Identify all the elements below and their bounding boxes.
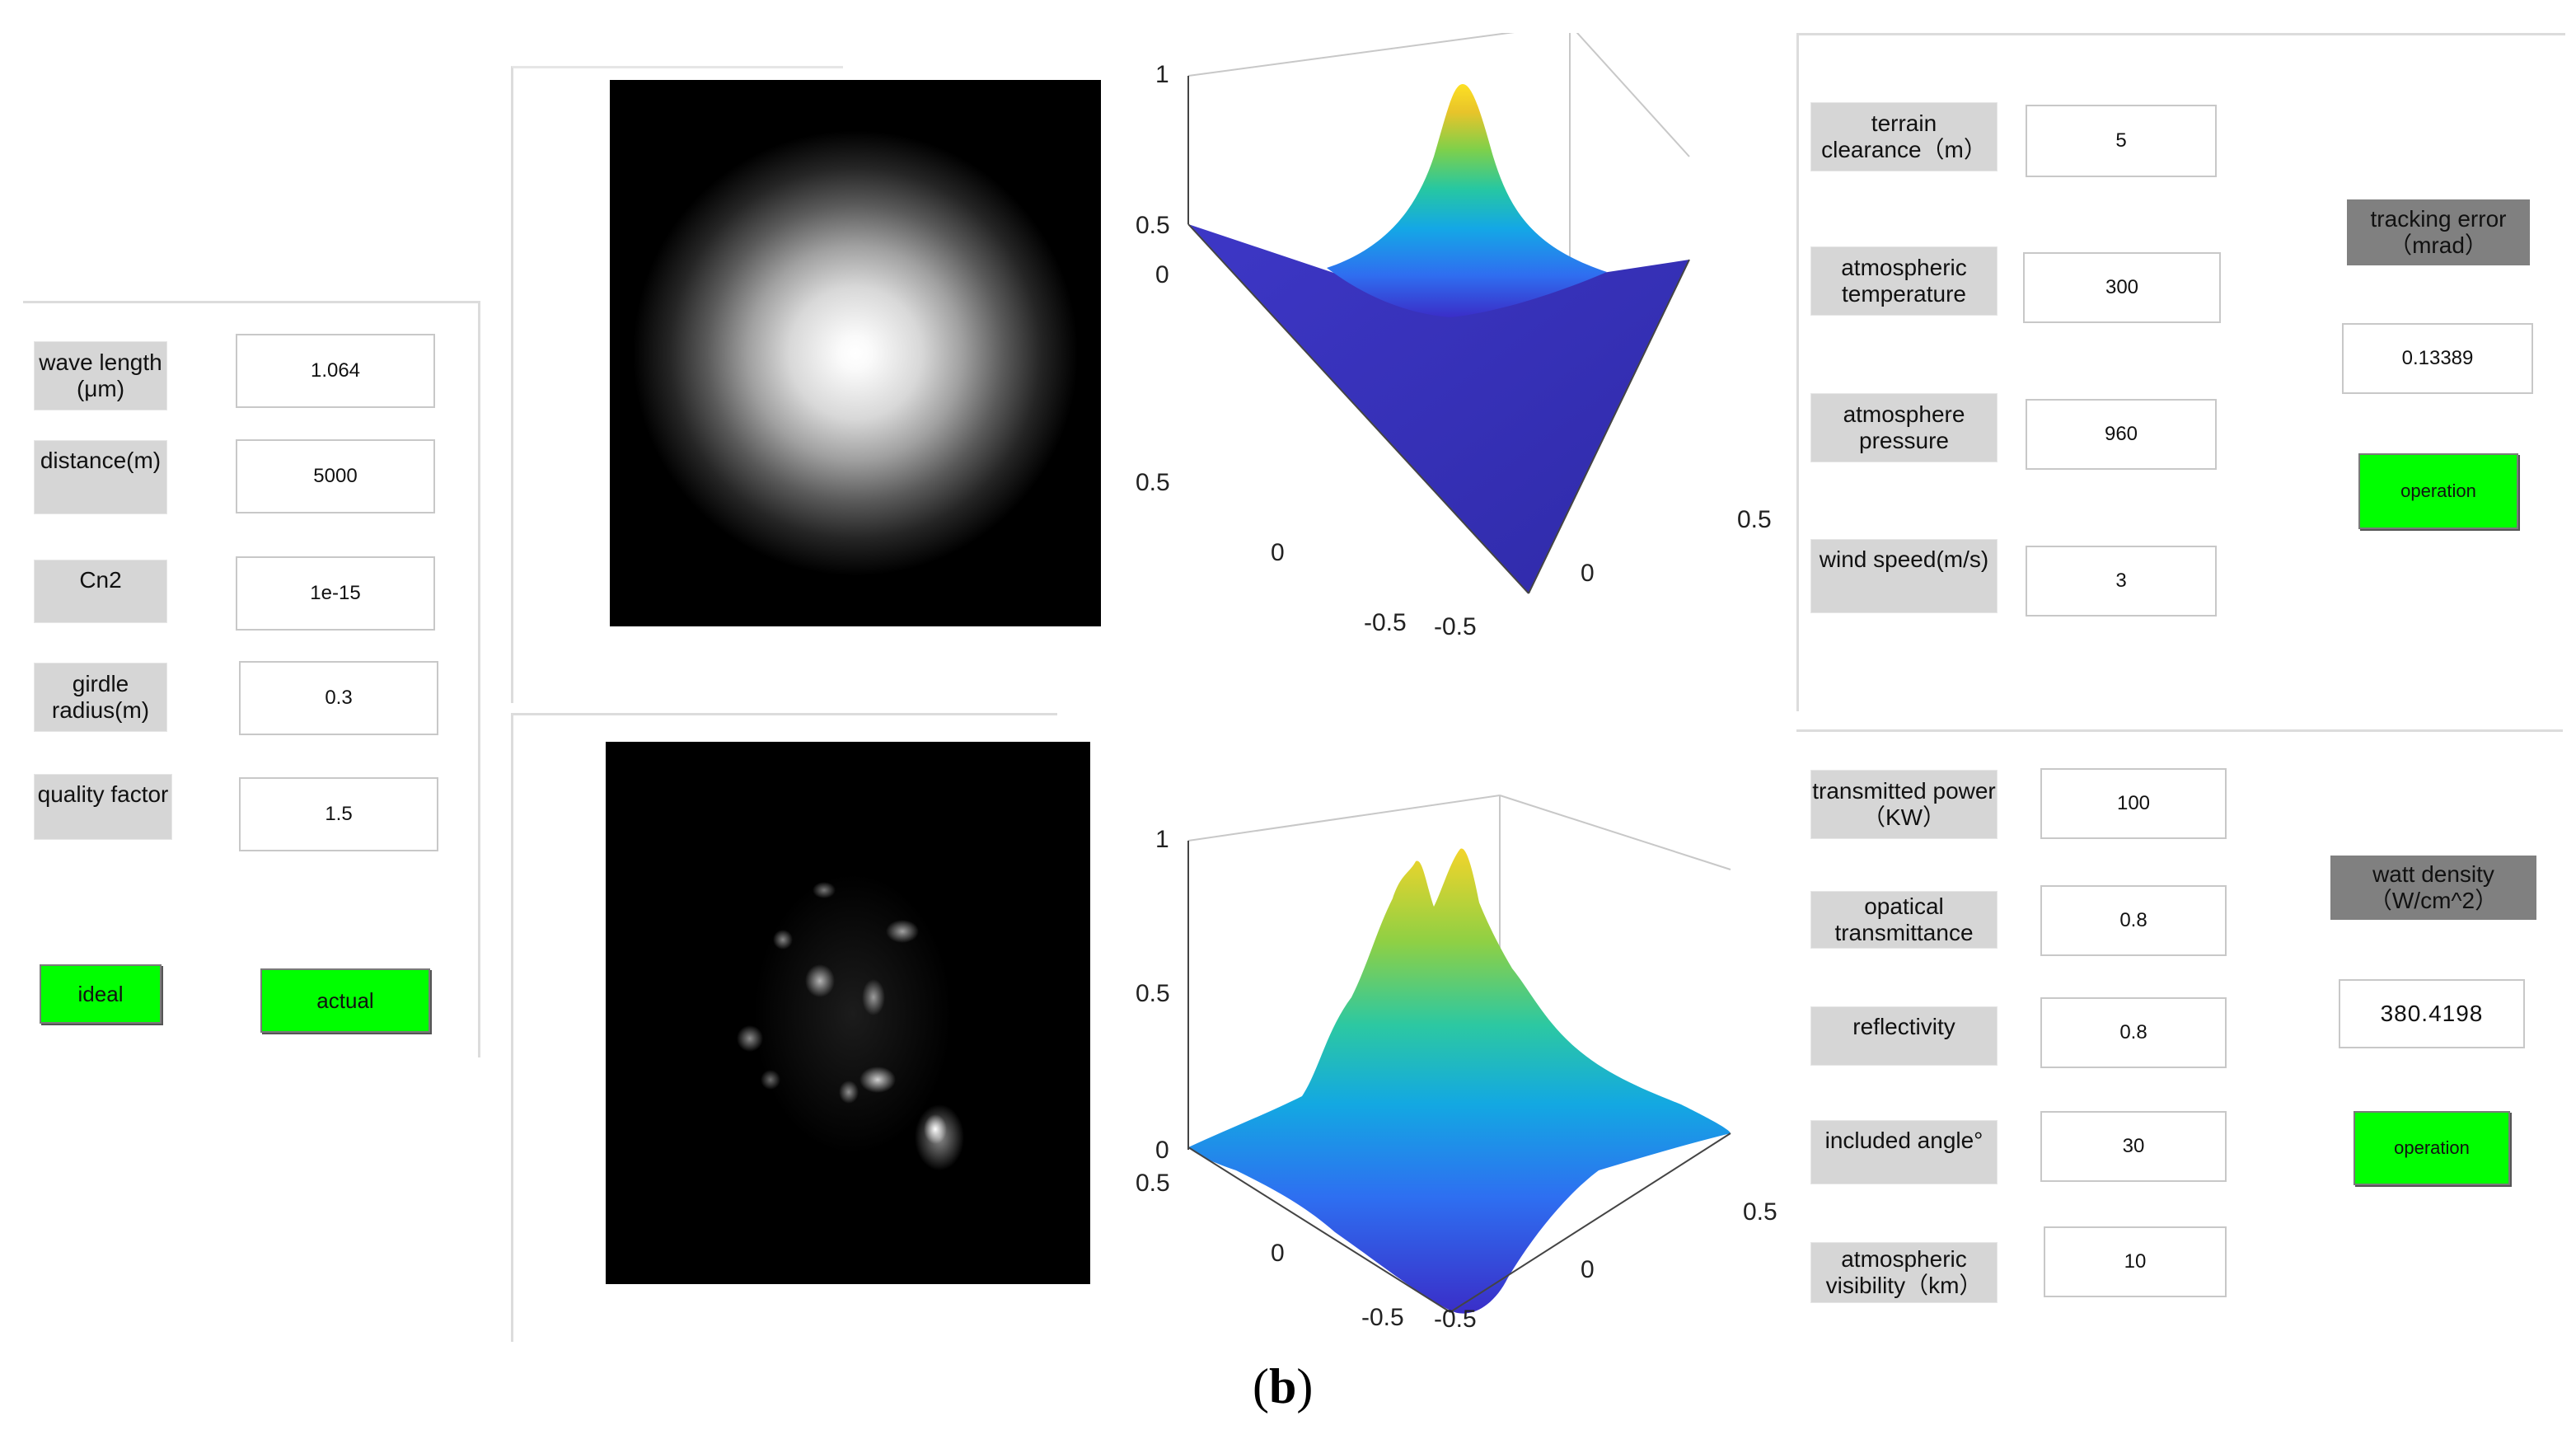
- quality-factor-label: quality factor: [35, 775, 171, 839]
- caption-close-paren: ): [1296, 1359, 1314, 1414]
- girdle-radius-input[interactable]: 0.3: [239, 661, 438, 735]
- x-tick-neg05: -0.5: [1361, 1304, 1404, 1331]
- optical-transmittance-label: opatical transmittance: [1811, 892, 1997, 948]
- wind-speed-input[interactable]: 3: [2026, 546, 2217, 617]
- optical-transmittance-input[interactable]: 0.8: [2040, 885, 2227, 956]
- caption-letter: b: [1268, 1359, 1297, 1414]
- quality-factor-input[interactable]: 1.5: [239, 777, 438, 851]
- y-tick-05: 0.5: [1737, 506, 1772, 533]
- y-tick-neg05: -0.5: [1434, 613, 1477, 640]
- ideal-intensity-3d-plot: 1 0.5 0 0.5 0 -0.5 -0.5 0 0.5: [1136, 33, 1772, 640]
- caption-open-paren: (: [1253, 1359, 1269, 1414]
- reflectivity-label: reflectivity: [1811, 1007, 1997, 1065]
- bottom-right-panel: [1796, 729, 2563, 1342]
- figure-caption: (b): [1253, 1358, 1313, 1415]
- x-tick-0: 0: [1271, 1240, 1285, 1267]
- y-tick-neg05: -0.5: [1434, 1306, 1477, 1333]
- wave-length-label: wave length (μm): [35, 342, 166, 410]
- reflectivity-input[interactable]: 0.8: [2040, 997, 2227, 1068]
- tracking-operation-button[interactable]: operation: [2358, 453, 2518, 529]
- atmospheric-visibility-label: atmospheric visibility（km）: [1811, 1243, 1997, 1302]
- turbulent-surface: [1188, 848, 1731, 1314]
- watt-density-label: watt density （W/cm^2）: [2330, 856, 2536, 920]
- actual-beam-image: [606, 742, 1090, 1284]
- atmospheric-temperature-label: atmospheric temperature: [1811, 247, 1997, 315]
- z-tick-05: 0.5: [1136, 980, 1170, 1007]
- wave-length-input[interactable]: 1.064: [236, 334, 435, 408]
- actual-intensity-3d-plot: 1 0.5 0 0.5 0 -0.5 -0.5 0 0.5: [1136, 795, 1777, 1333]
- cn2-label: Cn2: [35, 560, 166, 622]
- transmitted-power-label: transmitted power （KW）: [1811, 771, 1997, 838]
- included-angle-input[interactable]: 30: [2040, 1111, 2227, 1182]
- tracking-error-output: 0.13389: [2342, 323, 2533, 394]
- atmosphere-pressure-label: atmosphere pressure: [1811, 394, 1997, 462]
- top-right-panel: [1796, 33, 2565, 711]
- left-parameter-panel: [23, 301, 480, 1057]
- included-angle-label: included angle°: [1811, 1121, 1997, 1184]
- watt-operation-button[interactable]: operation: [2354, 1111, 2510, 1185]
- z-tick-1: 1: [1155, 826, 1169, 853]
- top-plot-panel: [511, 66, 843, 703]
- z-tick-1: 1: [1155, 61, 1169, 88]
- y-tick-0: 0: [1581, 560, 1595, 587]
- watt-density-output: 380.4198: [2339, 979, 2525, 1048]
- x-tick-05: 0.5: [1136, 469, 1170, 496]
- girdle-radius-label: girdle radius(m): [35, 663, 166, 731]
- atmospheric-visibility-input[interactable]: 10: [2044, 1226, 2227, 1297]
- z-tick-05: 0.5: [1136, 212, 1170, 239]
- x-tick-neg05: -0.5: [1364, 609, 1407, 636]
- wind-speed-label: wind speed(m/s): [1811, 540, 1997, 612]
- ideal-button[interactable]: ideal: [40, 964, 162, 1024]
- distance-label: distance(m): [35, 441, 166, 513]
- ideal-beam-image: [610, 80, 1101, 626]
- cn2-input[interactable]: 1e-15: [236, 556, 435, 631]
- x-tick-05: 0.5: [1136, 1170, 1170, 1197]
- terrain-clearance-input[interactable]: 5: [2026, 105, 2217, 177]
- atmospheric-temperature-input[interactable]: 300: [2023, 252, 2221, 323]
- x-tick-0: 0: [1271, 539, 1285, 566]
- z-tick-0: 0: [1155, 261, 1169, 288]
- tracking-error-label: tracking error （mrad）: [2347, 199, 2530, 265]
- y-tick-0: 0: [1581, 1256, 1595, 1283]
- terrain-clearance-label: terrain clearance（m）: [1811, 103, 1997, 171]
- atmosphere-pressure-input[interactable]: 960: [2026, 399, 2217, 470]
- transmitted-power-input[interactable]: 100: [2040, 768, 2227, 839]
- gaussian-surface: [1327, 84, 1607, 317]
- distance-input[interactable]: 5000: [236, 439, 435, 513]
- bottom-plot-panel: [511, 713, 1057, 1342]
- plot-floor: [1188, 224, 1689, 593]
- y-tick-05: 0.5: [1743, 1198, 1777, 1226]
- actual-button[interactable]: actual: [260, 968, 430, 1033]
- z-tick-0: 0: [1155, 1137, 1169, 1164]
